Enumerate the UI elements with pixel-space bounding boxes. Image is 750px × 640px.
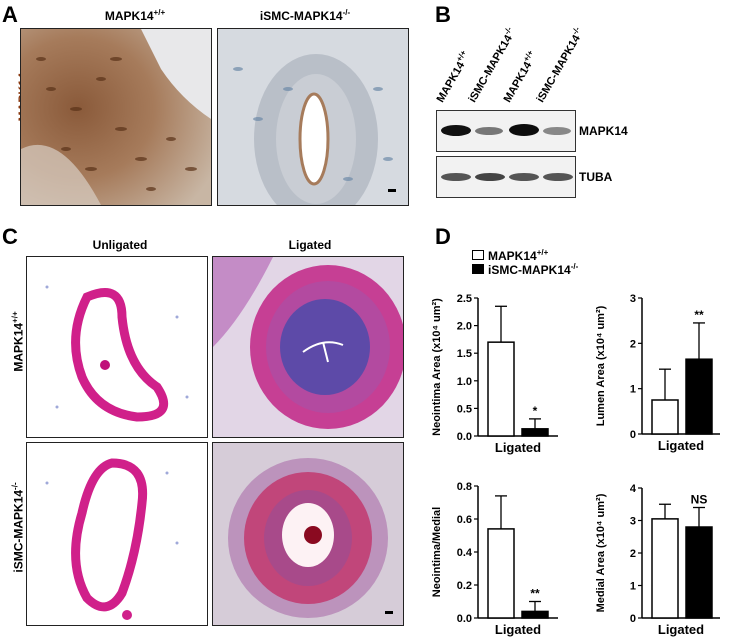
chart-2-tick-label-1: 0.2 — [457, 580, 472, 592]
chart-0-tick-label-2: 1.0 — [457, 376, 472, 388]
western-blot-mapk14 — [436, 110, 576, 152]
he-ko-ligated-drawing — [213, 443, 403, 625]
chart-0-tick-label-3: 1.5 — [457, 348, 472, 360]
legend-item-wildtype: MAPK14+/+ — [472, 247, 578, 263]
chart-3-bar-0 — [651, 518, 679, 619]
chart-3-tick-label-0: 0 — [630, 613, 636, 625]
chart-3-tick-label-2: 2 — [630, 548, 636, 560]
chart-2-bar-1 — [521, 610, 549, 619]
panel-c-col2-header: Ligated — [288, 238, 332, 252]
panel-a-letter: A — [2, 2, 18, 27]
band-tuba-lane3 — [509, 173, 539, 181]
chart-1-ylabel: Lumen Area (x10⁴ um²) — [595, 305, 607, 426]
chart-1-xlabel: Ligated — [658, 438, 704, 453]
band-mapk14-lane1 — [441, 125, 471, 136]
chart-2-ylabel: Neointima/Medial — [431, 507, 443, 597]
chart-0-tick-label-0: 0.0 — [457, 431, 472, 443]
legend-swatch-knockout — [472, 264, 484, 274]
band-label-mapk14: MAPK14 — [579, 124, 628, 138]
panel-b-letter: B — [435, 2, 451, 27]
chart-2-tick-label-0: 0.0 — [457, 613, 472, 625]
chart-2-bar-0 — [487, 528, 515, 619]
chart-0-ylabel: Neointima Area (x10⁴ um²) — [431, 298, 443, 436]
he-image-ko-unligated — [26, 442, 208, 626]
he-wt-unligated-drawing — [45, 285, 189, 422]
chart-1-bar-0 — [651, 399, 679, 435]
chart-3-tick-label-1: 1 — [630, 581, 636, 593]
chart-1-tick-label-1: 1 — [630, 384, 636, 396]
chart-3-annotation: NS — [691, 493, 708, 507]
he-wt-ligated-drawing — [213, 257, 403, 437]
chart-1-annotation: ** — [694, 308, 704, 322]
chart-1-bar-1 — [685, 358, 713, 435]
western-blot-tuba — [436, 156, 576, 198]
band-label-tuba: TUBA — [579, 170, 613, 184]
lane-label-4: iSMC-MAPK14-/- — [534, 25, 583, 105]
chart-0-bar-1 — [521, 428, 549, 437]
chart-0-tick-label-5: 2.5 — [457, 293, 472, 305]
chart-3-tick-label-3: 3 — [630, 516, 636, 528]
band-tuba-lane1 — [441, 173, 471, 181]
panel-c-row1-label: MAPK14+/+ — [10, 311, 26, 372]
he-image-wt-ligated — [212, 256, 404, 438]
band-mapk14-lane3 — [509, 124, 539, 136]
panel-d-letter: D — [435, 224, 451, 249]
chart-3-xlabel: Ligated — [658, 622, 704, 637]
chart-0-tick-label-1: 0.5 — [457, 403, 472, 415]
chart-1-tick-label-2: 2 — [630, 338, 636, 350]
chart-2-xlabel: Ligated — [495, 622, 541, 637]
chart-1-tick-label-0: 0 — [630, 429, 636, 441]
chart-0-bar-0 — [487, 341, 515, 437]
ihc-knockout-drawing — [218, 29, 408, 205]
chart-2-annotation: ** — [530, 587, 540, 601]
panel-a-col1-header: MAPK14+/+ — [104, 8, 166, 23]
legend: MAPK14+/+ iSMC-MAPK14-/- — [472, 247, 579, 277]
he-image-wt-unligated — [26, 256, 208, 438]
legend-swatch-wildtype — [472, 250, 484, 260]
chart-2-tick-label-2: 0.4 — [457, 547, 473, 559]
legend-label-knockout: iSMC-MAPK14-/- — [488, 261, 579, 277]
chart-2-tick-label-4: 0.8 — [457, 481, 472, 493]
chart-3-tick-label-4: 4 — [630, 483, 637, 495]
legend-item-knockout: iSMC-MAPK14-/- — [472, 261, 579, 277]
chart-1-tick-label-3: 3 — [630, 293, 636, 305]
panel-d-charts: 0.0 0.5 1.0 1.5 2.0 2.5 * Ligated Neointima Area… — [431, 293, 720, 637]
band-tuba-lane4 — [543, 173, 573, 181]
panel-a-col2-header: iSMC-MAPK14-/- — [259, 8, 351, 23]
band-tuba-lane2 — [475, 173, 505, 181]
legend-label-wildtype: MAPK14+/+ — [488, 247, 549, 263]
band-mapk14-lane4 — [543, 127, 571, 135]
panel-c-row2-label: iSMC-MAPK14-/- — [10, 482, 26, 573]
chart-0-annotation: * — [533, 404, 538, 418]
panel-c-letter: C — [2, 224, 18, 249]
he-image-ko-ligated — [212, 442, 404, 626]
chart-0-xlabel: Ligated — [495, 440, 541, 455]
chart-0-tick-label-4: 2.0 — [457, 321, 472, 333]
he-ko-unligated-drawing — [45, 458, 179, 620]
chart-3-bar-1 — [685, 526, 713, 619]
chart-3-ylabel: Medial Area (x10⁴ um²) — [595, 493, 607, 612]
chart-2-tick-label-3: 0.6 — [457, 514, 472, 526]
ihc-image-knockout — [217, 28, 409, 206]
ihc-wildtype-drawing — [21, 29, 211, 205]
band-mapk14-lane2 — [475, 127, 503, 135]
panel-c-col1-header: Unligated — [92, 238, 148, 252]
ihc-image-wildtype — [20, 28, 212, 206]
